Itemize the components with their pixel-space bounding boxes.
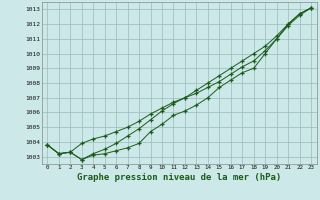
X-axis label: Graphe pression niveau de la mer (hPa): Graphe pression niveau de la mer (hPa) bbox=[77, 173, 281, 182]
